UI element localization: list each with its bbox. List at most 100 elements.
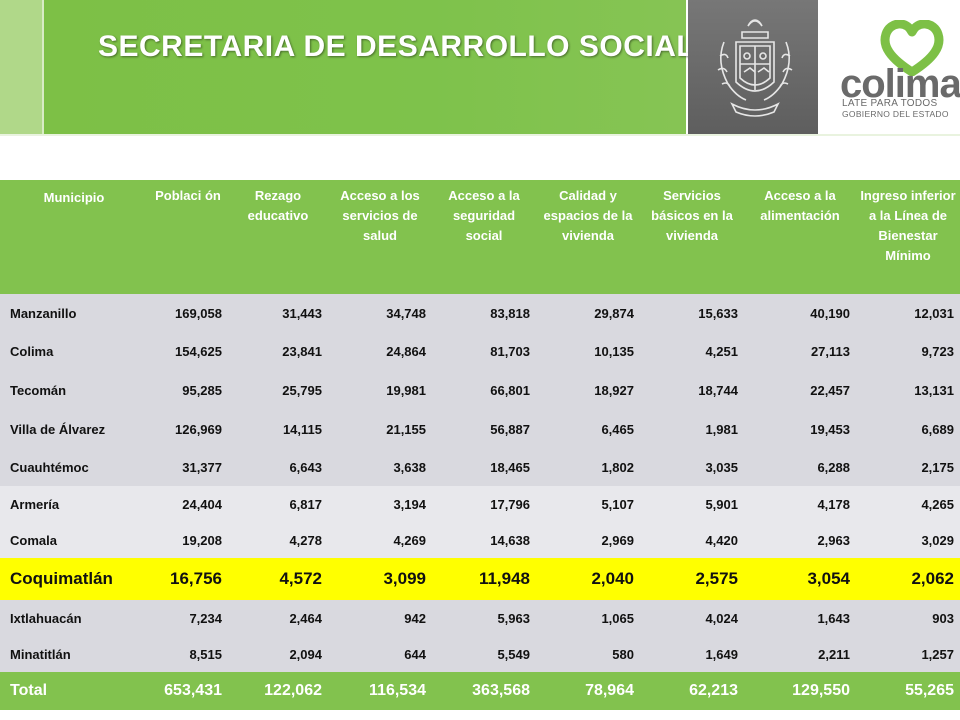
value-cell: 14,115 [228,410,328,448]
value-cell: 2,062 [856,558,960,600]
value-cell: 9,723 [856,332,960,370]
value-cell: 3,035 [640,448,744,486]
value-cell: 6,643 [228,448,328,486]
value-cell: 31,443 [228,294,328,332]
value-cell: 4,251 [640,332,744,370]
value-cell: 17,796 [432,486,536,522]
value-cell: 6,465 [536,410,640,448]
logo-tagline: LATE PARA TODOS [842,98,938,109]
column-header: Acceso a los servicios de salud [328,180,432,294]
header-divider [0,134,960,136]
total-row: Total 653,431 122,062 116,534 363,568 78,964 6… [0,672,960,710]
value-cell: 2,094 [228,636,328,672]
value-cell: 3,638 [328,448,432,486]
value-cell: 6,689 [856,410,960,448]
value-cell: 169,058 [148,294,228,332]
value-cell: 3,194 [328,486,432,522]
column-header: Ingreso inferior a la Línea de Bienestar… [856,180,960,294]
value-cell: 19,208 [148,522,228,558]
table-row: Manzanillo 169,058 31,443 34,748 83,818 29,87… [0,294,960,332]
value-cell: 12,031 [856,294,960,332]
highlighted-table-row: Coquimatlán 16,756 4,572 3,099 11,948 2,040 2,… [0,558,960,600]
municipio-cell: Coquimatlán [0,558,148,600]
value-cell: 1,643 [744,600,856,636]
value-cell: 7,234 [148,600,228,636]
value-cell: 16,756 [148,558,228,600]
value-cell: 5,107 [536,486,640,522]
column-header: Servicios básicos en la vivienda [640,180,744,294]
value-cell: 24,864 [328,332,432,370]
value-cell: 18,927 [536,370,640,410]
header-left-accent [0,0,44,134]
table-row: Villa de Álvarez 126,969 14,115 21,155 56,88… [0,410,960,448]
value-cell: 23,841 [228,332,328,370]
value-cell: 3,099 [328,558,432,600]
header-gray-panel [688,0,818,134]
slide-header: SECRETARIA DE DESARROLLO SOCIAL colima L… [0,0,960,134]
value-cell: 14,638 [432,522,536,558]
value-cell: 3,029 [856,522,960,558]
value-cell: 56,887 [432,410,536,448]
value-cell: 4,420 [640,522,744,558]
value-cell: 5,901 [640,486,744,522]
state-coat-of-arms-icon [717,19,793,117]
value-cell: 4,572 [228,558,328,600]
value-cell: 903 [856,600,960,636]
value-cell: 2,175 [856,448,960,486]
value-cell: 154,625 [148,332,228,370]
header-logo-panel [818,0,960,134]
value-cell: 4,024 [640,600,744,636]
table-header-row: Municipio Poblaci ón Rezago educativo Ac… [0,180,960,294]
value-cell: 1,802 [536,448,640,486]
total-label: Total [0,672,148,710]
municipio-cell: Comala [0,522,148,558]
total-value-cell: 363,568 [432,672,536,710]
value-cell: 4,269 [328,522,432,558]
value-cell: 1,981 [640,410,744,448]
value-cell: 1,257 [856,636,960,672]
value-cell: 5,549 [432,636,536,672]
value-cell: 27,113 [744,332,856,370]
value-cell: 83,818 [432,294,536,332]
value-cell: 18,465 [432,448,536,486]
value-cell: 1,649 [640,636,744,672]
municipio-cell: Villa de Álvarez [0,410,148,448]
total-value-cell: 78,964 [536,672,640,710]
table-row: Armería 24,404 6,817 3,194 17,796 5,107 5,901 4… [0,486,960,522]
municipio-cell: Minatitlán [0,636,148,672]
value-cell: 95,285 [148,370,228,410]
table-row: Colima 154,625 23,841 24,864 81,703 10,135 4,2… [0,332,960,370]
value-cell: 10,135 [536,332,640,370]
table-row: Cuauhtémoc 31,377 6,643 3,638 18,465 1,802 3,0… [0,448,960,486]
column-header: Rezago educativo [228,180,328,294]
value-cell: 2,464 [228,600,328,636]
table-row: Tecomán 95,285 25,795 19,981 66,801 18,927 18,… [0,370,960,410]
page-title: SECRETARIA DE DESARROLLO SOCIAL [98,30,696,63]
total-value-cell: 62,213 [640,672,744,710]
column-header: Calidad y espacios de la vivienda [536,180,640,294]
value-cell: 81,703 [432,332,536,370]
value-cell: 126,969 [148,410,228,448]
value-cell: 3,054 [744,558,856,600]
total-value-cell: 122,062 [228,672,328,710]
municipio-cell: Colima [0,332,148,370]
value-cell: 25,795 [228,370,328,410]
total-value-cell: 55,265 [856,672,960,710]
value-cell: 942 [328,600,432,636]
municipio-cell: Cuauhtémoc [0,448,148,486]
value-cell: 4,178 [744,486,856,522]
value-cell: 6,288 [744,448,856,486]
value-cell: 580 [536,636,640,672]
value-cell: 34,748 [328,294,432,332]
logo-wordmark: colima [840,62,960,106]
value-cell: 6,817 [228,486,328,522]
value-cell: 4,278 [228,522,328,558]
municipio-cell: Manzanillo [0,294,148,332]
municipio-cell: Ixtlahuacán [0,600,148,636]
column-header: Poblaci ón [148,180,228,294]
value-cell: 2,969 [536,522,640,558]
value-cell: 1,065 [536,600,640,636]
table-row: Ixtlahuacán 7,234 2,464 942 5,963 1,065 4,024 1… [0,600,960,636]
value-cell: 19,453 [744,410,856,448]
total-value-cell: 116,534 [328,672,432,710]
